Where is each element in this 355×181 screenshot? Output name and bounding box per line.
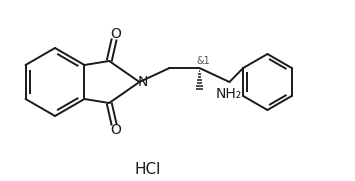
Text: NH₂: NH₂ — [215, 87, 242, 101]
Text: O: O — [110, 123, 121, 137]
Text: O: O — [110, 27, 121, 41]
Text: &1: &1 — [197, 56, 210, 66]
Text: HCl: HCl — [135, 163, 161, 178]
Text: N: N — [137, 75, 148, 89]
